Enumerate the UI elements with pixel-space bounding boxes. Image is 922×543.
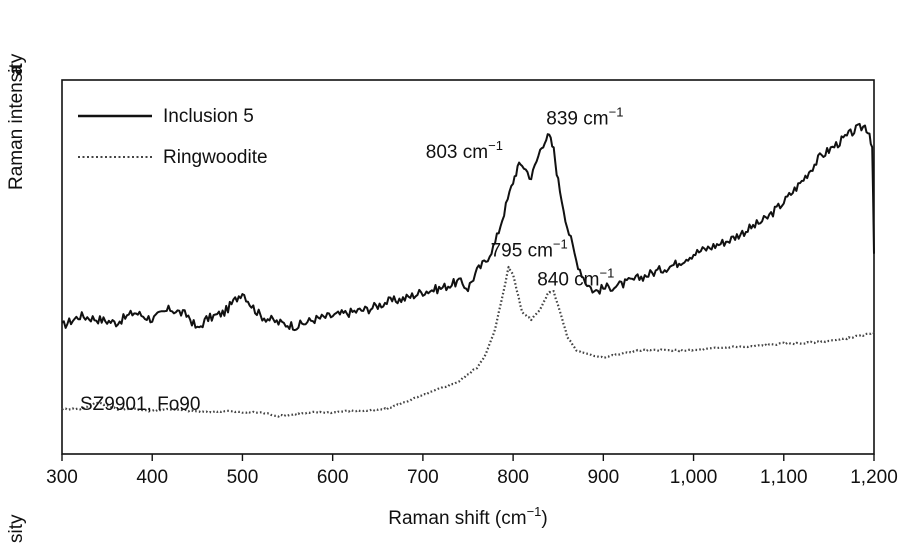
peak-annotation: 795 cm−1 bbox=[491, 237, 568, 262]
x-tick-label: 600 bbox=[317, 467, 349, 488]
peak-annotation-text: 839 cm bbox=[546, 108, 608, 129]
x-ticks: 300 400 500 600 700 800 900 1,000 1,100 1,200 bbox=[46, 454, 898, 488]
x-axis-title-sup: −1 bbox=[527, 504, 542, 519]
plot-frame bbox=[61, 79, 875, 455]
x-tick-label: 1,000 bbox=[670, 467, 718, 488]
peak-annotation-text: 840 cm bbox=[537, 270, 599, 291]
lower-panel-y-axis-title: sity bbox=[6, 514, 27, 543]
legend-label-ringwoodite: Ringwoodite bbox=[163, 147, 268, 168]
peak-annotation: 839 cm−1 bbox=[546, 104, 623, 129]
x-tick-label: 800 bbox=[497, 467, 529, 488]
peak-annotation: 840 cm−1 bbox=[537, 266, 614, 291]
sample-label: SZ9901, Fo90 bbox=[80, 394, 200, 415]
peak-annotation-text: 803 cm bbox=[426, 142, 488, 163]
peak-annotation: 803 cm−1 bbox=[426, 138, 503, 163]
peak-annotation-sup: −1 bbox=[488, 138, 503, 153]
x-axis-title-close: ) bbox=[541, 508, 547, 529]
peak-annotation-text: 795 cm bbox=[491, 241, 553, 262]
x-tick-label: 400 bbox=[136, 467, 168, 488]
peak-annotation-sup: −1 bbox=[553, 237, 568, 252]
peak-annotation-sup: −1 bbox=[609, 104, 624, 119]
legend: Inclusion 5 Ringwoodite bbox=[78, 106, 268, 168]
peak-annotation-sup: −1 bbox=[600, 266, 615, 281]
series-line-inclusion-5 bbox=[61, 122, 875, 332]
y-axis-title: Raman intensity bbox=[6, 53, 27, 190]
x-tick-label: 300 bbox=[46, 467, 78, 488]
series-layer bbox=[61, 122, 875, 418]
x-axis-title: Raman shift (cm−1) bbox=[388, 504, 547, 529]
x-axis-title-main: Raman shift (cm bbox=[388, 508, 526, 529]
legend-label-inclusion-5: Inclusion 5 bbox=[163, 106, 254, 127]
x-tick-label: 1,100 bbox=[760, 467, 808, 488]
x-tick-label: 700 bbox=[407, 467, 439, 488]
x-tick-label: 1,200 bbox=[850, 467, 898, 488]
x-tick-label: 900 bbox=[587, 467, 619, 488]
x-tick-label: 500 bbox=[227, 467, 259, 488]
panel-label: a bbox=[6, 64, 27, 75]
